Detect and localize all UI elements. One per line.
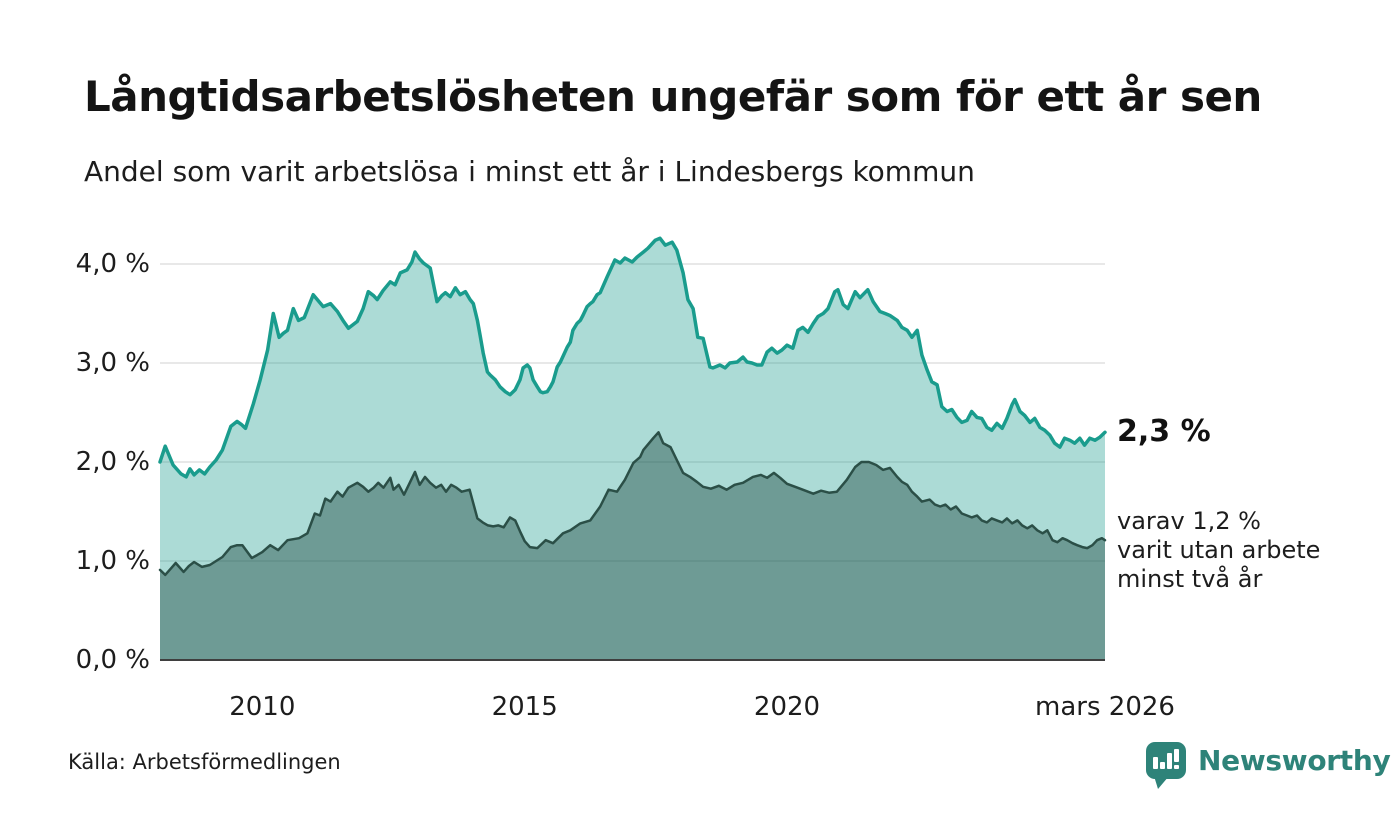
brand-logo: Newsworthy [1144, 740, 1391, 790]
series-line-minst-tva-ar [158, 431, 1107, 577]
x-tick-label: mars 2026 [1035, 692, 1175, 722]
latest-value-label: 2,3 % [1117, 414, 1211, 450]
secondary-value-line: varav 1,2 % [1117, 507, 1261, 536]
y-tick-label: 1,0 % [75, 546, 150, 576]
page-subtitle: Andel som varit arbetslösa i minst ett å… [84, 155, 975, 188]
secondary-value-label: varav 1,2 % varit utan arbete minst två … [1117, 507, 1320, 594]
x-tick-label: 2010 [229, 692, 296, 722]
page-title: Långtidsarbetslösheten ungefär som för e… [84, 72, 1262, 121]
secondary-value-line: varit utan arbete [1117, 536, 1321, 565]
x-tick-label: 2015 [491, 692, 558, 722]
series-area-minst-tva-ar [160, 432, 1105, 660]
y-tick-label: 2,0 % [75, 447, 150, 477]
series-area-minst-ett-ar [160, 238, 1105, 661]
y-tick-label: 0,0 % [75, 645, 150, 675]
newsworthy-icon [1146, 742, 1186, 789]
series-line-minst-ett-ar [158, 236, 1107, 479]
x-tick-label: 2020 [753, 692, 821, 722]
newsworthy-wordmark: Newsworthy [1198, 744, 1391, 777]
y-tick-label: 3,0 % [75, 348, 150, 378]
secondary-value-line: minst två år [1117, 565, 1263, 594]
source-text: Källa: Arbetsförmedlingen [68, 750, 341, 774]
y-tick-label: 4,0 % [75, 249, 150, 279]
